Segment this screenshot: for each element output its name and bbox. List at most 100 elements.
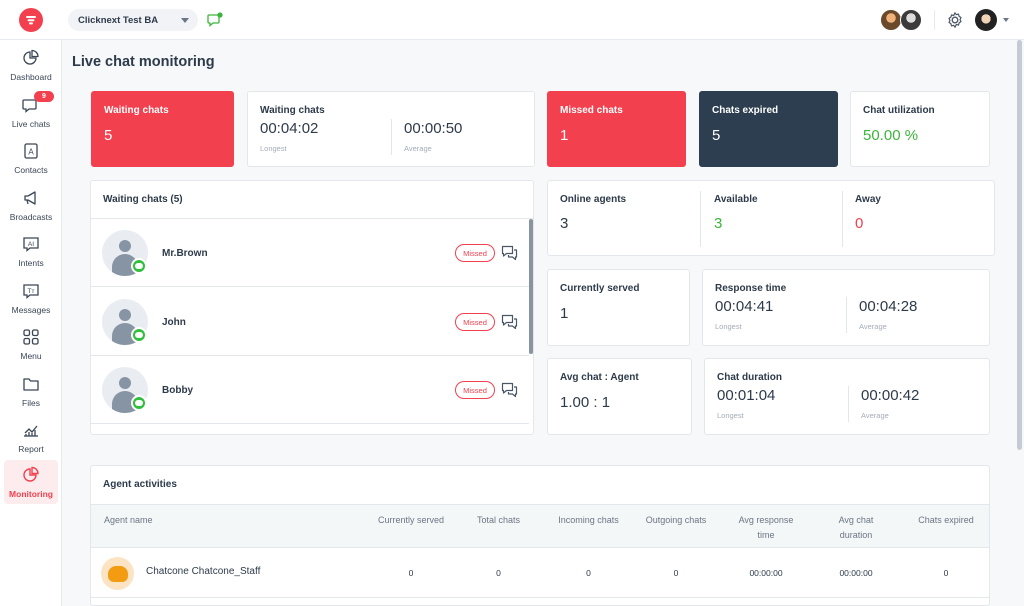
column-header: Avg response time: [738, 515, 794, 540]
sidebar-item-label: Files: [22, 398, 40, 408]
page-scrollbar[interactable]: [1017, 40, 1022, 450]
online-agents-value: 3: [560, 215, 569, 232]
waiting-chats-list: Waiting chats (5) Mr.Brown Missed John M…: [90, 180, 534, 435]
table-header: Agent name Currently served Total chats …: [91, 504, 989, 548]
column-header: Chats expired: [918, 515, 974, 525]
divider: [846, 297, 847, 333]
card-title: Available: [714, 194, 758, 205]
chat-utilization-card: Chat utilization 50.00 %: [850, 91, 990, 167]
user-avatar[interactable]: [975, 9, 997, 31]
megaphone-icon: [24, 191, 36, 205]
waiting-chats-card: Waiting chats 5: [91, 91, 234, 167]
missed-chats-card: Missed chats 1: [547, 91, 686, 167]
line-icon: [131, 327, 147, 343]
card-value: 1: [560, 305, 569, 322]
divider: [700, 191, 701, 247]
scrollbar[interactable]: [529, 219, 533, 354]
sidebar-item-dashboard[interactable]: Dashboard: [4, 43, 58, 87]
list-item[interactable]: John Missed: [91, 288, 529, 356]
divider: [934, 10, 935, 30]
svg-text:Tт: Tт: [28, 288, 35, 295]
average-value: 00:04:28: [859, 298, 918, 315]
card-title: Missed chats: [560, 105, 623, 116]
card-title: Chat utilization: [863, 105, 935, 116]
sidebar-item-contacts[interactable]: A Contacts: [4, 136, 58, 180]
gear-icon[interactable]: [946, 11, 964, 29]
sidebar-item-label: Menu: [20, 351, 42, 361]
card-value: 1: [560, 127, 569, 144]
sidebar-item-label: Monitoring: [9, 489, 53, 499]
online-agents-avatars[interactable]: [880, 9, 924, 31]
contact-card-icon: A: [24, 143, 38, 159]
card-title: Away: [855, 194, 881, 205]
longest-label: Longest: [717, 411, 744, 420]
column-header: Agent name: [104, 515, 153, 525]
sidebar-item-files[interactable]: Files: [4, 369, 58, 413]
sidebar: Dashboard 9 Live chats A Contacts Broadc…: [0, 40, 62, 606]
chat-icon[interactable]: [501, 244, 518, 261]
sidebar-item-report[interactable]: Report: [4, 415, 58, 459]
monitoring-icon: [23, 466, 39, 482]
sidebar-item-messages[interactable]: Tт Messages: [4, 276, 58, 320]
workspace-selector[interactable]: Clicknext Test BA: [68, 9, 198, 31]
away-value: 0: [855, 215, 864, 232]
card-title: Currently served: [560, 283, 640, 294]
sidebar-item-monitoring[interactable]: Monitoring: [4, 460, 58, 504]
card-title: Chats expired: [712, 105, 779, 116]
chat-duration-card: Chat duration 00:01:04 Longest 00:00:42 …: [704, 358, 990, 435]
card-value: 5: [712, 127, 721, 144]
sidebar-item-label: Contacts: [14, 165, 48, 175]
longest-label: Longest: [715, 322, 742, 331]
column-header: Total chats: [476, 515, 521, 525]
svg-text:AI: AI: [28, 241, 34, 248]
divider: [848, 386, 849, 422]
pie-chart-icon: [23, 49, 39, 65]
line-chart-icon: [24, 425, 38, 437]
table-cell: 0: [673, 568, 679, 578]
avg-chat-agent-card: Avg chat : Agent 1.00 : 1: [547, 358, 692, 435]
line-icon: [131, 258, 147, 274]
list-item[interactable]: Mr.Brown Missed: [91, 219, 529, 287]
table-row[interactable]: Chatcone Chatcone_Staff 0 0 0 0 00:00:00…: [91, 548, 989, 598]
sidebar-item-label: Report: [18, 444, 44, 454]
chat-icon[interactable]: [501, 313, 518, 330]
logo-icon: [26, 16, 36, 25]
chat-online-icon[interactable]: [207, 12, 223, 28]
sidebar-item-menu[interactable]: Menu: [4, 322, 58, 366]
column-header: Currently served: [377, 515, 445, 525]
sidebar-item-label: Intents: [18, 258, 44, 268]
customer-name: Mr.Brown: [162, 248, 208, 259]
table-title: Agent activities: [103, 479, 177, 490]
avatar: [101, 557, 134, 590]
svg-text:A: A: [28, 148, 34, 157]
chats-expired-card: Chats expired 5: [699, 91, 838, 167]
list-title: Waiting chats (5): [103, 194, 183, 205]
sidebar-item-broadcasts[interactable]: Broadcasts: [4, 183, 58, 227]
currently-served-card: Currently served 1: [547, 269, 690, 346]
available-value: 3: [714, 215, 723, 232]
table-cell: 0: [408, 568, 414, 578]
average-value: 00:00:50: [404, 120, 463, 137]
chevron-down-icon[interactable]: [1003, 18, 1009, 22]
app-logo[interactable]: [19, 8, 43, 32]
table-cell: 0: [943, 568, 949, 578]
response-time-card: Response time 00:04:41 Longest 00:04:28 …: [702, 269, 990, 346]
table-cell: 0: [586, 568, 591, 578]
customer-name: John: [162, 317, 186, 328]
longest-value: 00:04:41: [715, 298, 774, 315]
sidebar-item-intents[interactable]: AI Intents: [4, 229, 58, 273]
sidebar-item-label: Dashboard: [10, 72, 52, 82]
card-value: 50.00 %: [863, 127, 919, 144]
line-icon: [131, 395, 147, 411]
card-value: 5: [104, 127, 113, 144]
sidebar-item-live-chats[interactable]: 9 Live chats: [4, 90, 58, 134]
divider: [842, 191, 843, 247]
table-cell: 00:00:00: [839, 568, 873, 578]
sidebar-item-label: Messages: [11, 305, 51, 315]
column-header: Outgoing chats: [645, 515, 707, 525]
list-item[interactable]: Bobby Missed: [91, 356, 529, 424]
chat-icon[interactable]: [501, 381, 518, 398]
average-value: 00:00:42: [861, 387, 920, 404]
card-title: Waiting chats: [260, 105, 325, 116]
sidebar-item-label: Broadcasts: [9, 212, 53, 222]
